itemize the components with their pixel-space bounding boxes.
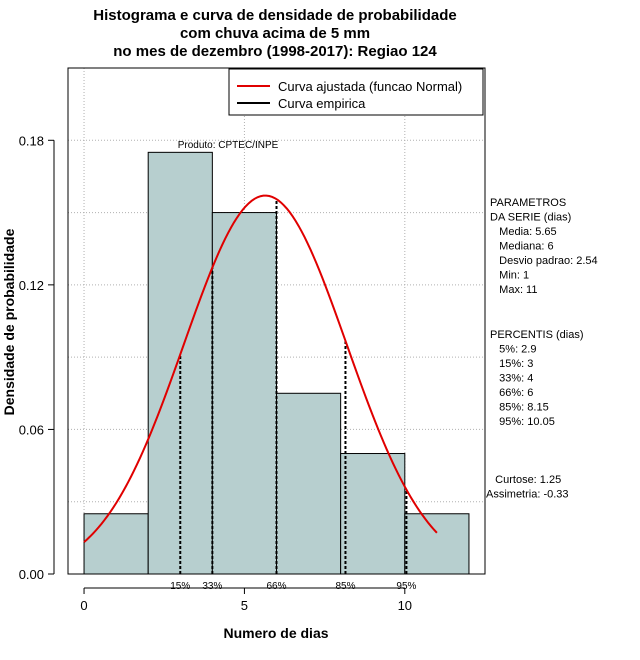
histogram-bar-4 [276, 392, 342, 575]
legend-box [228, 68, 484, 116]
perc-line-2: 5%: 2.9 [490, 344, 536, 356]
perc-line-5: 66%: 6 [490, 387, 533, 399]
y-tick-label-0: 0.00 [19, 567, 44, 582]
param-line-6: Min: 1 [490, 270, 529, 282]
shape-line-1: Curtose: 1.25 [486, 474, 561, 486]
x-tick-label-5: 5 [241, 598, 248, 613]
y-axis-title: Densidade de probabilidade [1, 228, 17, 415]
chart-title: Histograma e curva de densidade de proba… [93, 7, 456, 60]
perc-line-1: PERCENTIS (dias) [490, 329, 584, 341]
axes: 0 5 10 0.00 0.06 0.12 0.18 Numero de dias Densid… [1, 133, 412, 641]
normal-curve [83, 194, 438, 543]
x-tick-label-0: 0 [80, 598, 87, 613]
y-tick-label-0.06: 0.06 [19, 422, 44, 437]
perc-line-3: 15%: 3 [490, 358, 533, 370]
param-line-2: DA SERIE (dias) [490, 212, 571, 224]
param-line-4: Mediana: 6 [490, 241, 554, 253]
title-line-1: Histograma e curva de densidade de proba… [93, 7, 456, 24]
param-line-7: Max: 11 [490, 284, 537, 296]
percentile-label-95: 95% [396, 581, 416, 592]
histogram-bar-5 [340, 453, 406, 575]
percentile-label-15: 15% [170, 581, 190, 592]
y-tick-label-0.18: 0.18 [19, 133, 44, 148]
percentile-label-33: 33% [202, 581, 222, 592]
shape-line-2: Assimetria: -0.33 [486, 489, 569, 501]
percentile-label-66: 66% [266, 581, 286, 592]
x-tick-label-10: 10 [398, 598, 412, 613]
perc-line-7: 95%: 10.05 [490, 416, 555, 428]
legend-label-2: Curva empirica [278, 96, 366, 111]
param-line-1: PARAMETROS [490, 197, 566, 209]
perc-line-6: 85%: 8.15 [490, 402, 549, 414]
histogram-bar-3 [211, 212, 278, 575]
perc-line-4: 33%: 4 [490, 373, 533, 385]
side-statistics: PARAMETROS DA SERIE (dias) Media: 5.65 Me… [486, 197, 598, 501]
y-tick-label-0.12: 0.12 [19, 278, 44, 293]
percentile-lines: 15% 33% 66% 85% 95% [170, 199, 417, 592]
title-line-3: no mes de dezembro (1998-2017): Regiao 1… [113, 43, 437, 60]
title-line-2: com chuva acima de 5 mm [180, 25, 370, 42]
param-line-3: Media: 5.65 [490, 226, 557, 238]
normal-curve-group [83, 194, 438, 543]
legend[interactable]: Curva ajustada (funcao Normal) Curva empi… [228, 68, 484, 116]
annotation-produto: Produto: CPTEC/INPE [178, 140, 279, 151]
legend-label-1: Curva ajustada (funcao Normal) [278, 79, 462, 94]
histogram-bar-6 [404, 513, 470, 575]
x-axis-title: Numero de dias [223, 625, 328, 641]
param-line-5: Desvio padrao: 2.54 [490, 255, 598, 267]
percentile-label-85: 85% [335, 581, 355, 592]
plot-frame [67, 67, 486, 575]
histogram-bar-1 [83, 513, 149, 575]
